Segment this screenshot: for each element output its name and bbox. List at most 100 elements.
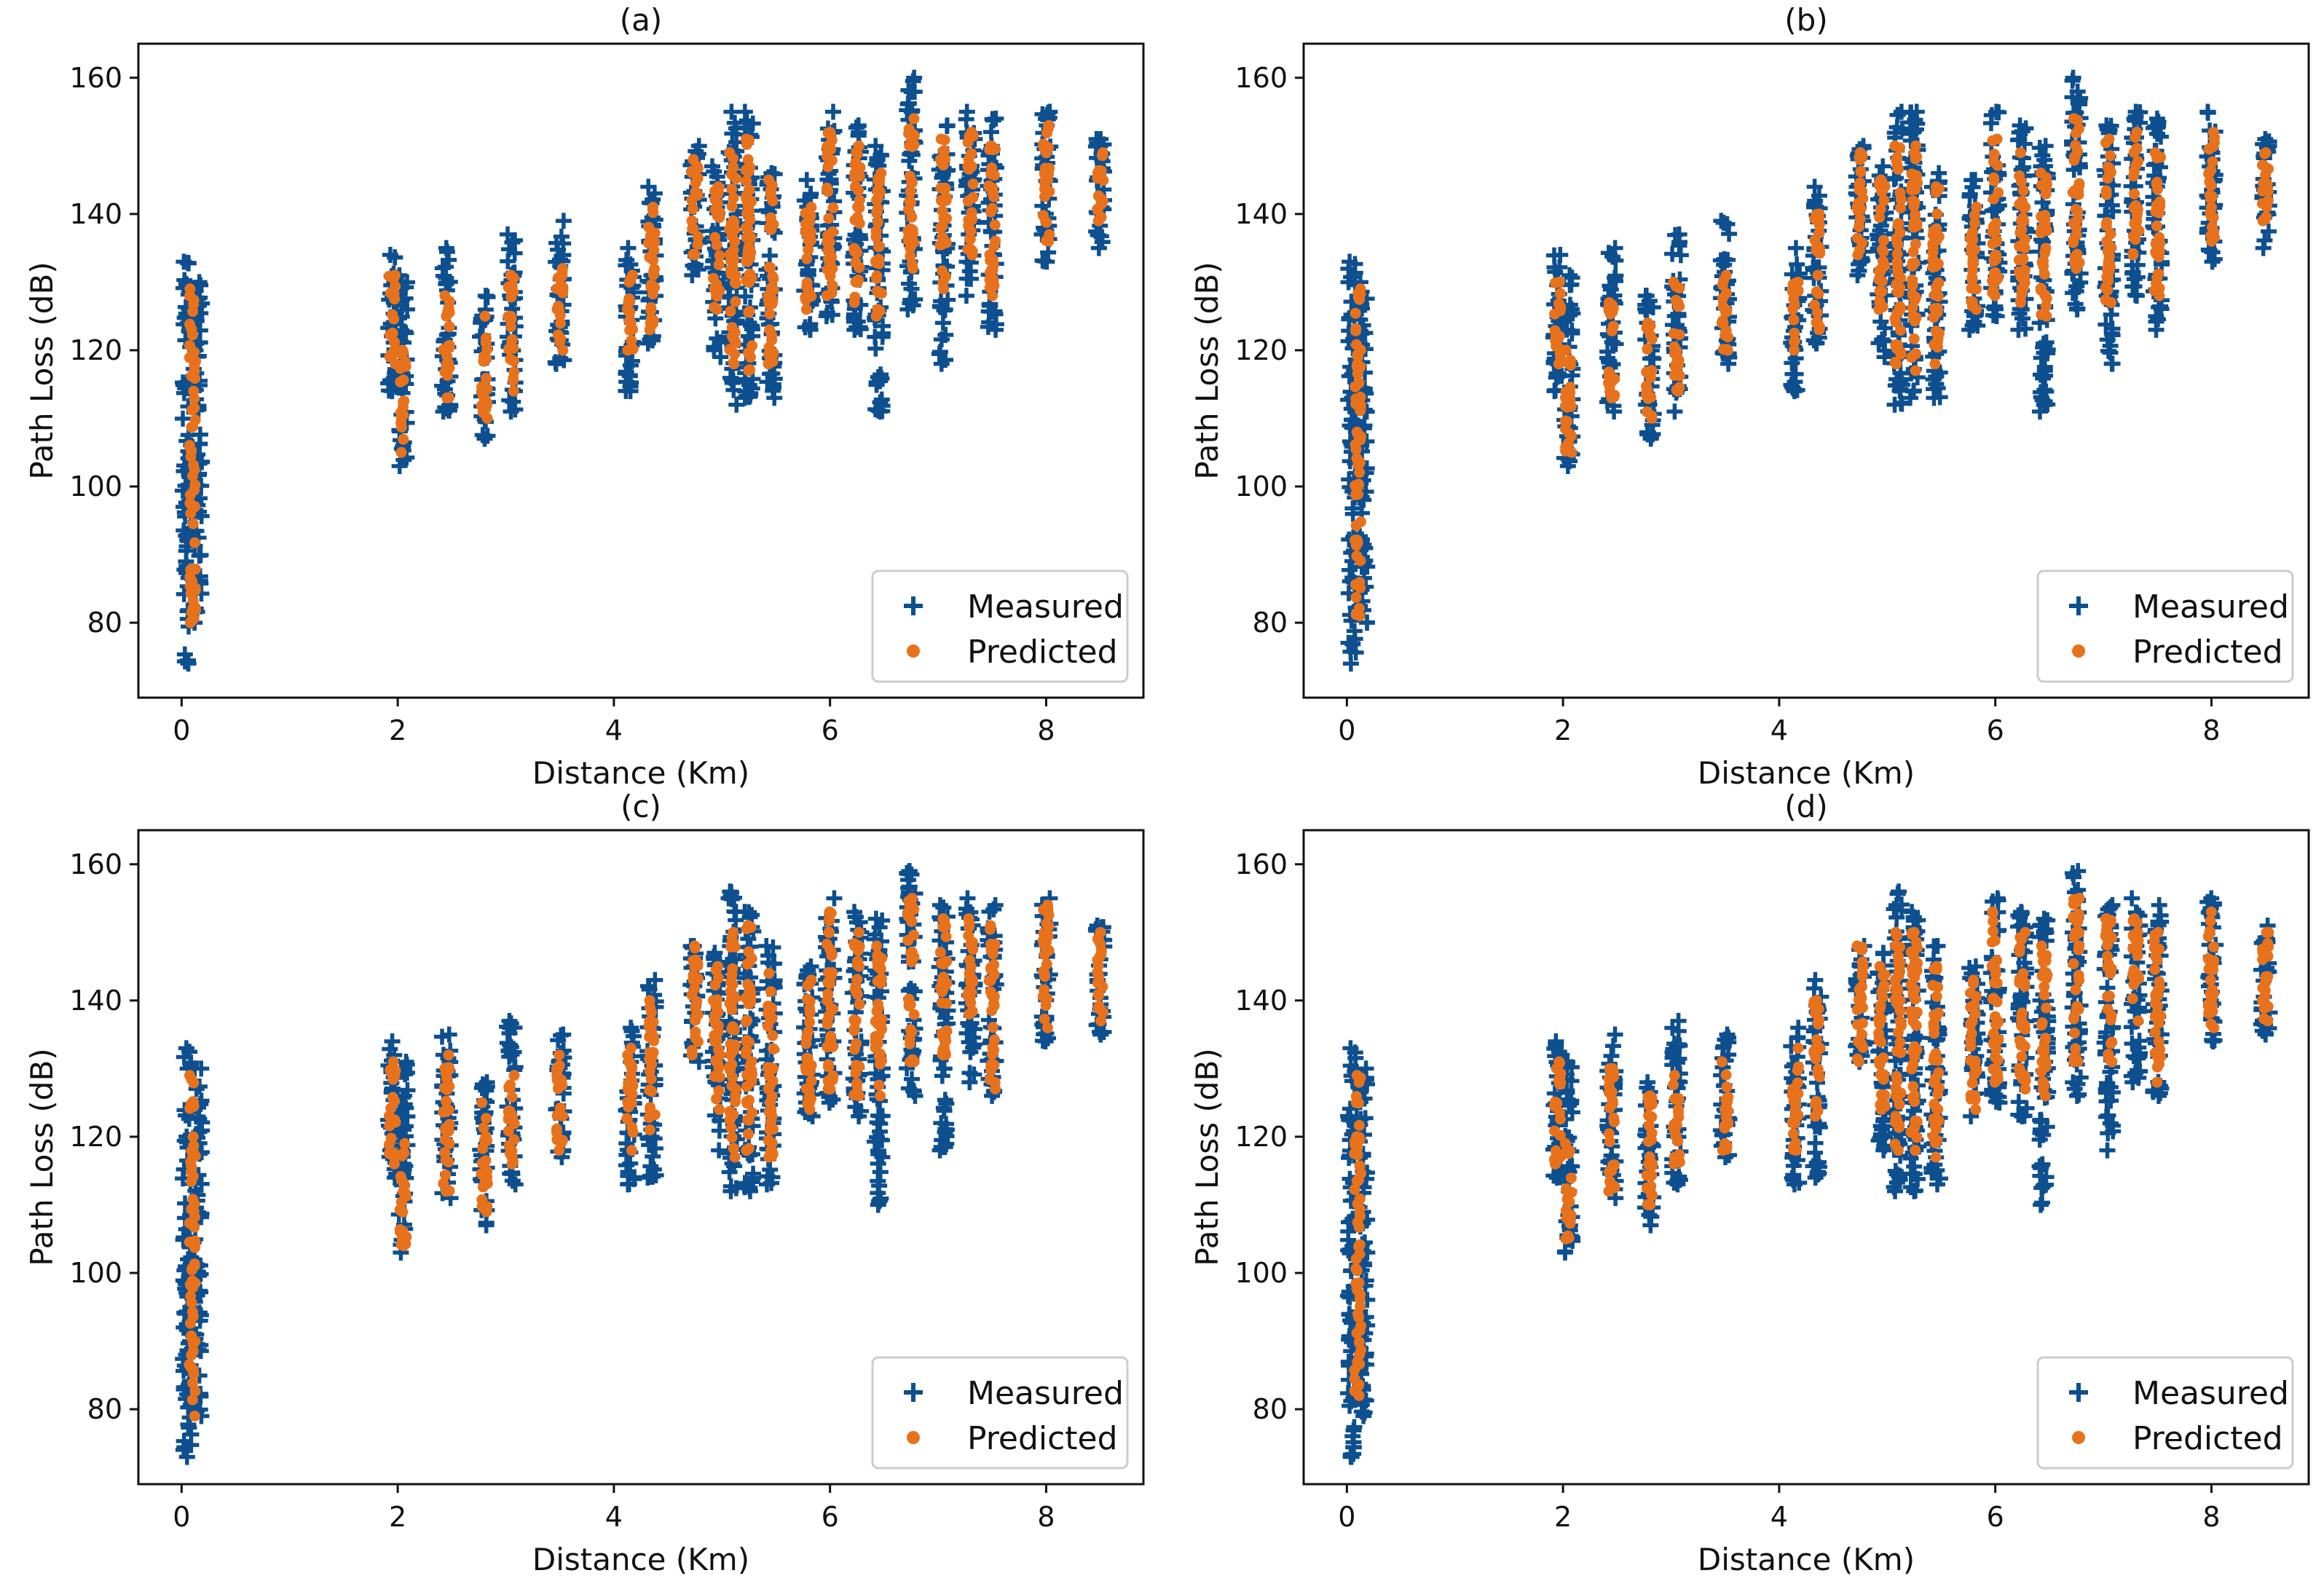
predicted-point [712, 181, 724, 192]
measured-point [192, 426, 208, 443]
predicted-point [1854, 147, 1866, 159]
predicted-point [186, 1166, 197, 1178]
measured-point [620, 1164, 637, 1180]
predicted-point [940, 271, 951, 283]
predicted-point [741, 176, 752, 187]
predicted-point [185, 615, 197, 627]
measured-point [645, 1148, 661, 1164]
measured-point [1961, 188, 1978, 205]
predicted-point [724, 224, 736, 235]
predicted-point [1991, 133, 2003, 145]
y-tick-label: 160 [69, 62, 122, 94]
predicted-point [1093, 165, 1105, 176]
predicted-point [1355, 391, 1366, 403]
predicted-point [481, 1113, 492, 1124]
predicted-point [2071, 127, 2082, 139]
predicted-point [444, 320, 455, 332]
predicted-point [1812, 269, 1824, 281]
predicted-point [508, 373, 519, 385]
measured-point [1346, 623, 1363, 639]
predicted-point [765, 355, 776, 367]
predicted-point [389, 269, 401, 281]
predicted-point [2073, 257, 2085, 269]
predicted-point [853, 184, 864, 196]
measured-point [982, 124, 999, 141]
predicted-point [1988, 175, 2000, 186]
predicted-point [1931, 208, 1943, 220]
measured-point [2102, 337, 2119, 354]
predicted-point [1988, 255, 2000, 267]
predicted-point [983, 181, 995, 192]
predicted-point [647, 318, 658, 329]
predicted-point [870, 231, 882, 243]
predicted-point [480, 332, 492, 344]
predicted-point [189, 537, 200, 548]
measured-point [2103, 197, 2120, 213]
predicted-point [188, 1140, 200, 1151]
legend-predicted-marker [907, 644, 920, 658]
predicted-point [186, 1306, 198, 1318]
predicted-point [1350, 489, 1362, 500]
measured-point [937, 1092, 953, 1108]
predicted-point [765, 261, 776, 273]
predicted-point [1041, 147, 1052, 159]
predicted-point [1971, 283, 1982, 295]
predicted-point [1038, 138, 1049, 150]
measured-point [736, 1179, 753, 1196]
measured-point [1342, 253, 1358, 270]
predicted-point [395, 421, 407, 433]
measured-point [736, 103, 753, 120]
measured-point [759, 374, 776, 390]
predicted-point [189, 1221, 200, 1233]
predicted-point [389, 336, 401, 348]
predicted-point [1992, 159, 2004, 171]
predicted-point [647, 202, 659, 213]
predicted-point [1812, 318, 1824, 329]
measured-point [722, 883, 738, 900]
measured-point [801, 318, 818, 335]
predicted-point [1875, 203, 1886, 215]
predicted-point [1354, 401, 1366, 413]
predicted-point [1929, 289, 1941, 301]
predicted-point [1908, 333, 1920, 344]
predicted-point [1789, 299, 1800, 310]
predicted-point [481, 353, 492, 365]
measured-point [384, 1033, 401, 1049]
measured-point [2036, 393, 2053, 410]
measured-point [2260, 223, 2277, 240]
predicted-point [730, 277, 741, 289]
predicted-point [557, 344, 569, 356]
predicted-point [850, 157, 862, 168]
predicted-point [768, 218, 779, 230]
predicted-point [1878, 194, 1890, 206]
predicted-point [1092, 205, 1103, 216]
predicted-point [730, 296, 741, 307]
predicted-point [186, 421, 197, 433]
predicted-point [849, 171, 861, 183]
measured-point [1547, 264, 1564, 280]
predicted-point [849, 291, 861, 303]
measured-point [1561, 267, 1578, 284]
measured-point [555, 1026, 572, 1043]
predicted-point [764, 324, 776, 336]
measured-point [1851, 262, 1867, 279]
predicted-point [481, 373, 492, 385]
predicted-point [387, 309, 398, 320]
predicted-point [907, 228, 918, 240]
measured-point [1344, 500, 1361, 517]
predicted-point [768, 284, 779, 296]
measured-point [1645, 350, 1662, 367]
predicted-point [1646, 410, 1658, 422]
predicted-point [1927, 246, 1939, 258]
predicted-point [2151, 176, 2163, 188]
predicted-point [479, 393, 491, 405]
predicted-point [1906, 275, 1918, 286]
predicted-point [2105, 228, 2116, 240]
predicted-point [967, 178, 979, 190]
predicted-point [478, 1156, 490, 1167]
predicted-point [1909, 348, 1921, 360]
predicted-point [849, 244, 861, 256]
predicted-point [1813, 288, 1824, 299]
predicted-point [744, 184, 755, 196]
